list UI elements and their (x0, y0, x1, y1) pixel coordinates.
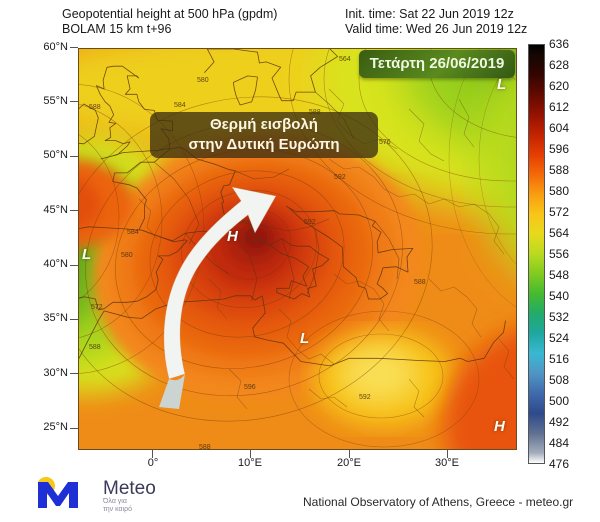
svg-text:572: 572 (91, 304, 103, 311)
svg-text:592: 592 (334, 174, 346, 181)
svg-text:564: 564 (339, 56, 351, 63)
svg-text:588: 588 (199, 444, 211, 450)
svg-text:580: 580 (197, 77, 209, 84)
svg-text:592: 592 (359, 394, 371, 401)
svg-text:584: 584 (174, 102, 186, 109)
svg-text:588: 588 (89, 104, 101, 111)
svg-text:Όλα για: Όλα για (102, 498, 127, 505)
svg-text:580: 580 (121, 252, 133, 259)
svg-text:596: 596 (244, 384, 256, 391)
svg-text:592: 592 (304, 219, 316, 226)
svg-text:Meteo: Meteo (103, 478, 156, 499)
svg-text:την καιρό: την καιρό (103, 505, 132, 513)
svg-text:584: 584 (127, 229, 139, 236)
svg-text:588: 588 (89, 344, 101, 351)
svg-text:576: 576 (379, 139, 391, 146)
svg-text:588: 588 (414, 279, 426, 286)
